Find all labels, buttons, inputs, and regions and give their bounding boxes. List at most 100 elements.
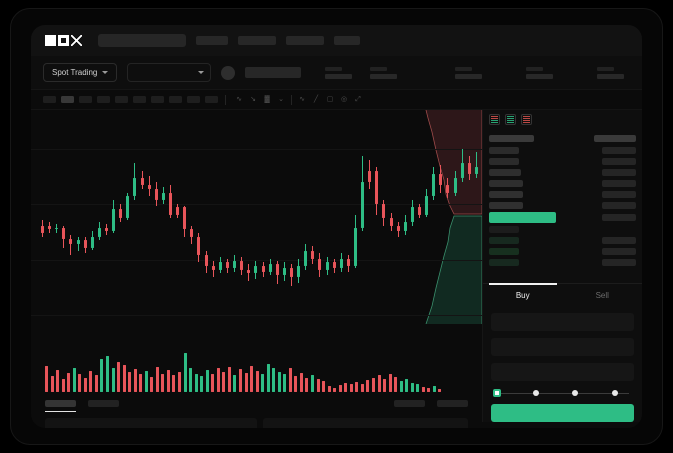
candle-body [133, 178, 137, 197]
volume-bar [78, 373, 82, 392]
fullscreen-icon[interactable]: ⤢ [355, 96, 361, 103]
volume-bar [144, 371, 148, 392]
candle-body [204, 255, 208, 267]
timeframe-button-10[interactable] [205, 96, 218, 103]
volume-bar [371, 377, 375, 392]
slider-step-50pct[interactable] [572, 390, 578, 396]
orderbook-list[interactable] [483, 129, 642, 283]
orderbook-bid-row-3[interactable] [489, 246, 636, 257]
candle-body [90, 236, 94, 248]
timeframe-button-6[interactable] [133, 96, 146, 103]
nav-item-3[interactable] [286, 36, 324, 45]
timeframe-button-9[interactable] [187, 96, 200, 103]
bottom-tab-4[interactable] [437, 399, 468, 407]
orderbook-price-value [602, 169, 636, 176]
nav-item-2[interactable] [238, 36, 276, 45]
timeframe-button-8[interactable] [169, 96, 182, 103]
pair-select[interactable] [127, 63, 212, 82]
timeframe-button-5[interactable] [115, 96, 128, 103]
candle [318, 253, 322, 278]
volume-bar [432, 386, 436, 392]
candle-body [240, 260, 244, 270]
orderbook-current-price-row[interactable] [489, 212, 636, 223]
amount-slider[interactable] [493, 386, 632, 402]
orderbook-amount-bar [489, 226, 519, 233]
timeframe-button-1[interactable] [43, 96, 56, 103]
market-stat-3-value [455, 73, 482, 79]
candle [197, 233, 201, 263]
bottom-tab-1[interactable] [45, 399, 76, 412]
line-chart-icon[interactable]: ∿ [299, 96, 305, 103]
candlestick-chart[interactable] [31, 110, 482, 324]
timeframe-button-3[interactable] [79, 96, 92, 103]
timeframe-button-7[interactable] [151, 96, 164, 103]
orderbook-ask-row-1[interactable] [489, 145, 636, 156]
bottom-panel-right[interactable] [263, 418, 468, 428]
volume-bar [211, 373, 215, 392]
orderbook-ask-row-5[interactable] [489, 189, 636, 200]
bottom-tab-2[interactable] [88, 399, 119, 407]
submit-buy-button[interactable] [491, 404, 634, 422]
volume-bar [172, 375, 176, 392]
search-input[interactable] [98, 34, 186, 47]
order-price-field[interactable] [491, 313, 634, 331]
candle [69, 234, 73, 256]
volume-bar [316, 379, 320, 392]
nav-item-1[interactable] [196, 36, 228, 45]
orderbook-icon-line [491, 120, 498, 121]
bottom-panel-left[interactable] [45, 418, 257, 428]
indicators-icon[interactable]: ∿ [236, 96, 242, 103]
chart-gridline-2 [31, 204, 482, 206]
chart-column [31, 110, 482, 428]
orderbook-price-value [602, 237, 636, 244]
camera-icon[interactable]: ▢ [326, 96, 334, 103]
timeframe-button-4[interactable] [97, 96, 110, 103]
orderbook-bid-row-2[interactable] [489, 235, 636, 246]
candle [90, 231, 94, 250]
orderbook-both-icon[interactable] [489, 114, 500, 125]
settings-icon[interactable]: ◎ [340, 96, 348, 103]
order-total-field[interactable] [491, 363, 634, 381]
orderbook-ask-row-2[interactable] [489, 156, 636, 167]
candle-body [119, 209, 123, 219]
slider-step-25pct[interactable] [532, 390, 539, 396]
orderbook-ask-row-3[interactable] [489, 167, 636, 178]
volume-bar [305, 377, 309, 392]
candle-body [382, 203, 386, 219]
tab-buy[interactable]: Buy [483, 283, 563, 307]
timeframe-button-2[interactable] [61, 96, 74, 103]
nav-item-4[interactable] [334, 36, 360, 45]
tab-sell[interactable]: Sell [595, 291, 609, 300]
chevron-down-icon[interactable]: ⌄ [278, 96, 284, 103]
candle [425, 189, 429, 217]
candle [275, 260, 279, 285]
orderbook-bid-row-1[interactable] [489, 224, 636, 235]
candle [55, 223, 59, 234]
slider-step-0pct[interactable] [493, 389, 501, 397]
volume-chart[interactable] [31, 332, 482, 392]
pencil-icon[interactable]: ╱ [313, 96, 319, 103]
volume-bar [416, 384, 420, 392]
slider-step-75pct[interactable] [611, 390, 618, 396]
volume-bar [100, 359, 104, 392]
candle [233, 255, 237, 272]
timeframe-group [43, 96, 218, 103]
toolbar-divider [291, 94, 292, 105]
orderbook-ask-row-6[interactable] [489, 200, 636, 211]
orderbook-bid-row-4[interactable] [489, 257, 636, 268]
candle-body [169, 192, 173, 215]
candle-type-icon[interactable]: ▓ [264, 96, 270, 103]
okx-logo[interactable] [45, 35, 82, 46]
candle [48, 222, 52, 234]
volume-bar [360, 383, 364, 392]
bottom-tab-3[interactable] [394, 399, 425, 407]
candle [389, 212, 393, 232]
compare-icon[interactable]: ↘ [250, 96, 256, 103]
orderbook-ask-row-4[interactable] [489, 178, 636, 189]
volume-bar [427, 388, 431, 392]
order-amount-field[interactable] [491, 338, 634, 356]
trading-mode-dropdown[interactable]: Spot Trading [43, 63, 118, 82]
orderbook-bids-icon[interactable] [505, 114, 516, 125]
orderbook-asks-icon[interactable] [521, 114, 532, 125]
candle-body [197, 236, 201, 256]
